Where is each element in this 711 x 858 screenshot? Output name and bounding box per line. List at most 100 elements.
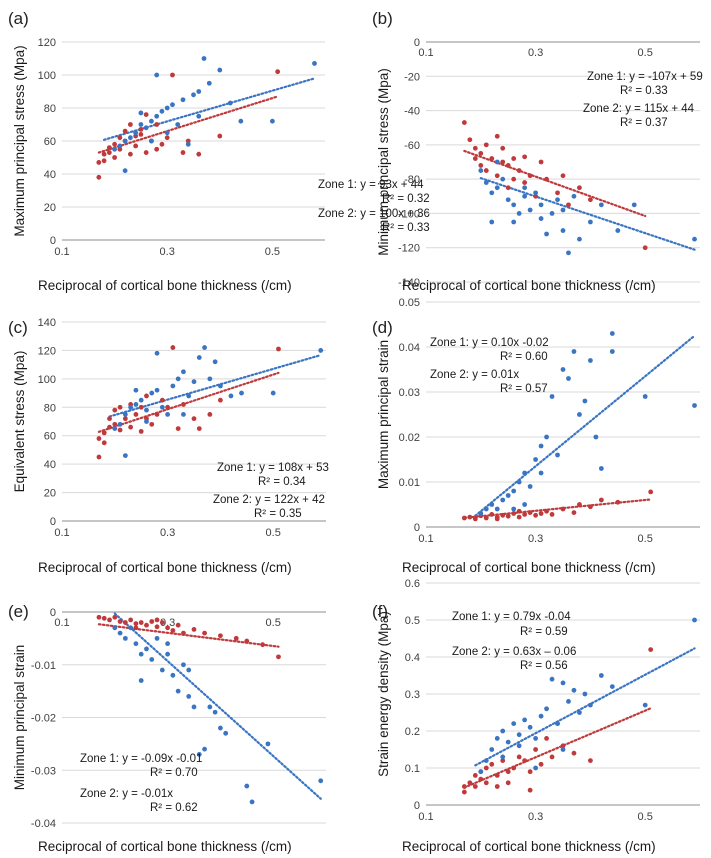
data-point-zone2 [642,245,648,251]
data-point-zone2 [260,642,266,648]
data-point-zone1 [566,250,571,256]
x-axis-title: Reciprocal of cortical bone thickness (/… [402,839,656,854]
data-point-zone2 [489,156,495,161]
data-point-zone2 [478,163,484,168]
data-point-zone1 [538,443,544,449]
data-point-zone2 [101,615,107,621]
data-point-zone2 [112,421,118,427]
trendline-zone1 [108,353,322,418]
data-point-zone2 [154,122,160,127]
x-tick-label: 0.1 [54,246,69,258]
regression-annotation: Zone 1: y = 0.79x -0.04 [452,611,571,623]
data-point-zone2 [106,150,112,155]
data-point-zone1 [516,479,522,485]
data-point-zone1 [185,141,191,147]
data-point-zone2 [505,769,511,775]
data-point-zone1 [165,651,171,657]
data-point-zone2 [472,516,478,522]
data-point-zone2 [275,69,281,75]
x-tick-label: 0.1 [418,533,433,545]
y-axis-title: Minimum principal stress (Mpa) [376,68,391,256]
data-point-zone1 [112,426,118,432]
data-point-zone2 [185,138,191,144]
data-point-zone1 [478,511,484,516]
data-point-zone2 [478,151,484,156]
data-point-zone2 [511,176,517,182]
data-point-zone2 [544,736,549,741]
panel-a: 0 20 40 60 80 100 120 0.1 0.3 0.5 (a) Maximum princ… [8,9,430,293]
data-point-zone1 [175,376,181,382]
y-tick-label: -20 [404,71,420,83]
panel-label: (a) [8,9,29,28]
y-axis-title: Equivalent stress (Mpa) [12,351,27,493]
data-point-zone1 [538,202,544,208]
regression-annotation: Zone 1: y = -107x + 59 [587,71,703,83]
data-point-zone1 [527,724,533,730]
data-point-zone1 [201,56,207,61]
data-point-zone1 [202,345,207,350]
data-point-zone1 [117,630,123,636]
regression-annotation: R² = 0.59 [520,626,568,638]
regression-annotation: R² = 0.33 [620,85,668,97]
data-point-zone2 [122,416,128,422]
data-point-zone1 [549,676,555,682]
x-tick-label: 0.1 [54,527,69,539]
data-point-zone2 [233,635,239,641]
data-point-zone1 [117,421,123,427]
data-point-zone1 [571,193,577,199]
data-point-zone2 [165,404,171,410]
y-tick-label: 0 [50,235,56,247]
data-point-zone2 [133,143,139,149]
data-point-zone1 [522,502,528,507]
data-point-zone2 [96,436,102,441]
data-point-zone1 [566,376,571,381]
data-point-zone2 [207,411,213,417]
data-point-zone2 [648,647,654,652]
data-point-zone2 [138,132,144,137]
x-tick-label: 0.5 [265,246,280,258]
data-point-zone2 [154,624,160,630]
data-point-zone2 [122,128,128,134]
data-point-zone1 [489,190,495,196]
y-tick-label: 0.04 [399,342,420,354]
panel-label: (e) [8,602,29,621]
y-tick-label: 60 [44,431,56,443]
data-point-zone1 [144,407,149,413]
data-point-zone2 [218,397,223,403]
data-point-zone1 [560,367,566,372]
data-point-zone1 [218,383,223,389]
data-point-zone2 [577,185,582,191]
data-point-zone2 [560,743,566,749]
regression-annotation: R² = 0.32 [382,193,430,205]
data-point-zone1 [549,394,555,399]
data-point-zone2 [549,512,555,517]
data-point-zone1 [312,61,317,66]
data-point-zone2 [276,346,281,352]
data-point-zone1 [533,736,538,741]
data-point-zone1 [165,411,171,417]
data-point-zone2 [467,780,473,786]
data-point-zone1 [544,706,549,712]
data-point-zone2 [522,180,528,185]
data-point-zone1 [692,403,697,408]
data-point-zone2 [489,761,495,767]
data-point-zone2 [133,133,139,139]
data-point-zone2 [494,784,500,789]
data-point-zone2 [133,621,139,627]
x-tick-label: 0.5 [266,617,281,629]
x-tick-label: 0.1 [418,47,433,59]
data-point-zone1 [560,207,566,213]
y-tick-label: 80 [44,402,56,414]
data-point-zone2 [138,127,144,132]
data-point-zone2 [555,190,560,196]
data-point-zone2 [159,141,165,147]
data-point-zone1 [164,130,170,136]
data-point-zone1 [631,202,637,208]
regression-annotation: Zone 2: y = 0.01x [430,369,519,381]
trendline-zone2 [97,95,279,154]
data-point-zone1 [138,651,144,657]
panel-label: (b) [372,9,393,28]
data-point-zone2 [527,173,533,179]
data-point-zone2 [533,512,538,518]
data-point-zone2 [144,622,149,628]
